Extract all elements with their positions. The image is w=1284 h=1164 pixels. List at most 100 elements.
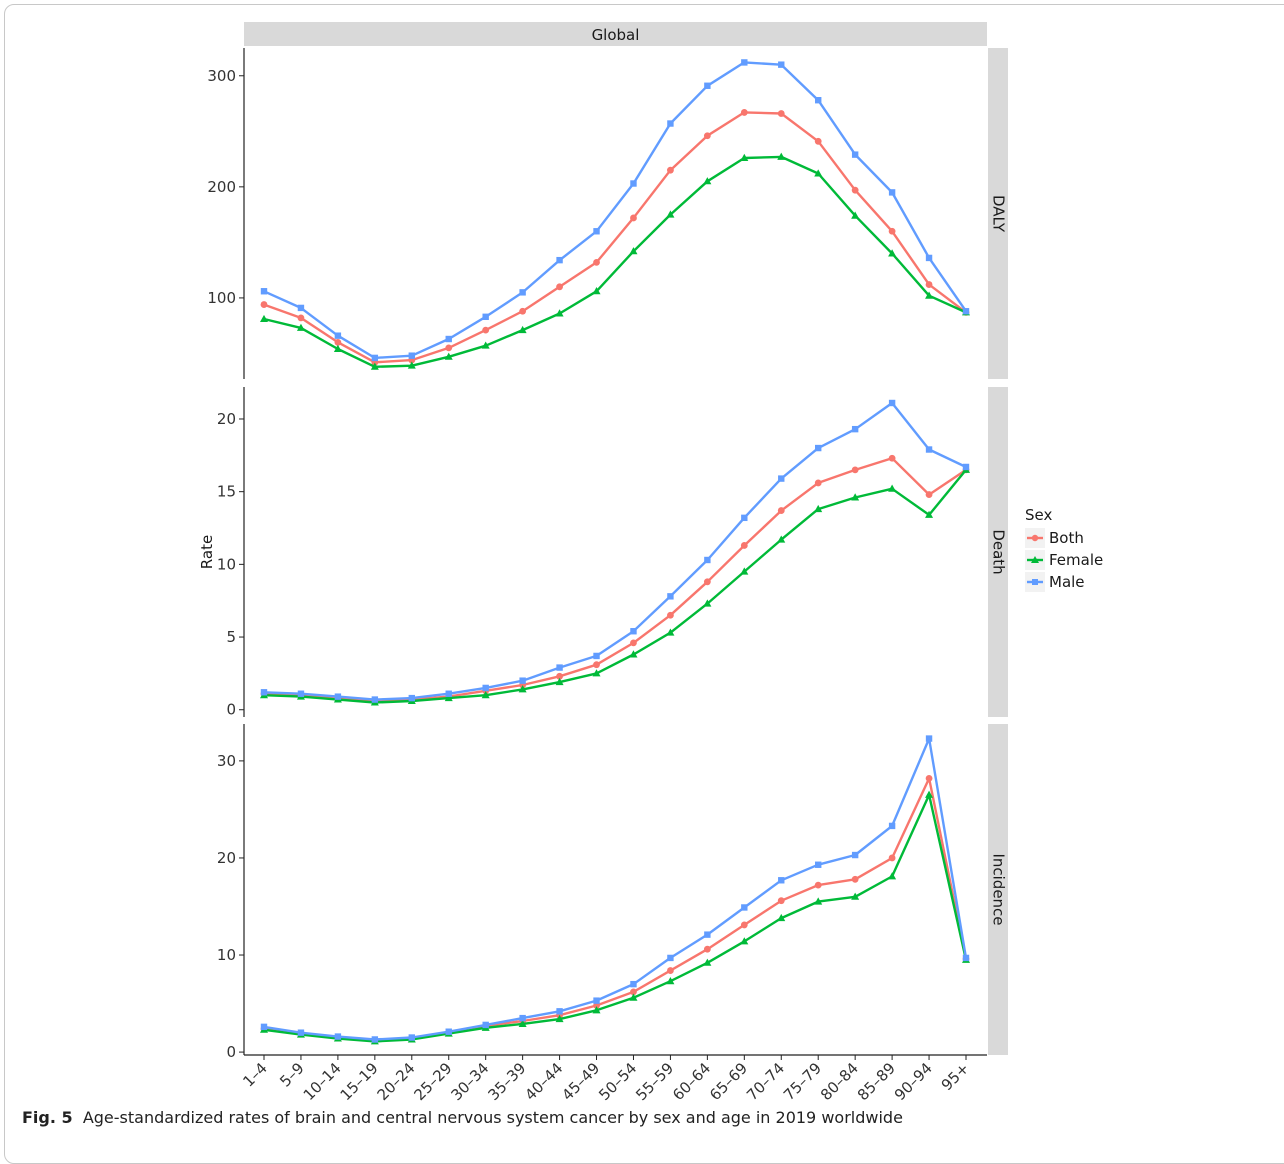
- point-female: [851, 211, 860, 219]
- point-male: [334, 332, 342, 339]
- point-female: [851, 493, 860, 501]
- point-male: [297, 1029, 305, 1036]
- point-male: [962, 954, 970, 962]
- caption-text: Age-standardized rates of brain and cent…: [82, 1108, 903, 1127]
- point-female: [851, 892, 860, 900]
- y-axis-title: Rate: [198, 535, 216, 569]
- series-line-both: [263, 777, 968, 1042]
- point-female: [777, 152, 786, 160]
- point-male: [334, 1033, 342, 1040]
- point-both: [888, 227, 896, 235]
- point-female: [925, 510, 934, 518]
- point-female: [592, 1006, 601, 1014]
- figure-caption: Fig. 5 Age-standardized rates of brain a…: [22, 1108, 903, 1127]
- point-female: [518, 1019, 527, 1027]
- chart-title: Global: [592, 26, 640, 44]
- point-male: [371, 696, 379, 703]
- point-male: [815, 861, 822, 868]
- point-both: [925, 774, 933, 782]
- point-female: [888, 484, 897, 492]
- point-both: [888, 454, 896, 462]
- point-both: [667, 611, 674, 619]
- x-tick-label: 95+: [938, 1059, 973, 1094]
- x-tick-label: 30–34: [447, 1059, 492, 1104]
- point-female: [592, 287, 601, 295]
- point-female: [814, 504, 823, 513]
- point-male: [482, 313, 489, 320]
- point-female: [888, 249, 897, 257]
- point-female: [629, 993, 638, 1001]
- point-both: [703, 945, 711, 953]
- point-male: [925, 735, 933, 742]
- legend-key-marker: [1031, 556, 1039, 563]
- point-male: [334, 693, 342, 700]
- point-female: [888, 872, 897, 880]
- point-male: [593, 652, 600, 660]
- point-male: [593, 228, 600, 235]
- point-female: [814, 897, 823, 905]
- point-female: [370, 362, 379, 370]
- point-both: [814, 137, 822, 145]
- point-both: [851, 875, 859, 883]
- point-female: [703, 599, 712, 607]
- chart: GlobalDALY100200300Death05101520Incidenc…: [198, 22, 1103, 1104]
- point-male: [741, 904, 748, 911]
- point-male: [630, 628, 637, 635]
- x-tick-label: 85–89: [854, 1059, 899, 1104]
- point-male: [408, 694, 415, 702]
- point-female: [777, 535, 786, 543]
- point-male: [297, 690, 305, 697]
- point-male: [851, 425, 859, 433]
- point-male: [778, 61, 785, 68]
- y-tick-label: 300: [207, 67, 236, 85]
- point-female: [481, 341, 490, 349]
- point-female: [296, 323, 305, 331]
- point-male: [778, 877, 785, 884]
- point-female: [555, 677, 564, 686]
- legend-title: Sex: [1025, 506, 1052, 524]
- point-male: [260, 288, 268, 295]
- legend-label: Both: [1049, 529, 1084, 547]
- point-both: [777, 897, 785, 905]
- y-tick-label: 0: [226, 701, 236, 719]
- panel-strip: [988, 724, 1008, 1055]
- series-line-male: [263, 61, 967, 360]
- point-female: [925, 291, 934, 299]
- point-male: [556, 256, 563, 264]
- series-line-both: [263, 111, 967, 364]
- point-both: [667, 967, 674, 974]
- point-male: [741, 514, 748, 522]
- point-female: [629, 247, 638, 255]
- point-female: [666, 210, 675, 218]
- point-male: [519, 1014, 526, 1022]
- point-male: [519, 677, 526, 684]
- panel-strip: [988, 387, 1008, 717]
- point-female: [260, 314, 268, 323]
- point-female: [518, 325, 527, 334]
- point-male: [260, 689, 268, 696]
- series-line-male: [263, 737, 968, 1041]
- y-tick-label: 30: [217, 752, 236, 770]
- point-both: [334, 338, 342, 346]
- point-both: [593, 258, 600, 266]
- point-both: [482, 326, 490, 334]
- x-tick-label: 80–84: [817, 1059, 862, 1104]
- point-female: [925, 790, 934, 798]
- point-male: [741, 59, 748, 66]
- point-both: [593, 661, 600, 669]
- point-both: [630, 214, 637, 222]
- series-line-male: [263, 401, 967, 701]
- point-both: [851, 466, 859, 474]
- point-female: [703, 958, 712, 966]
- point-female: [555, 309, 564, 317]
- y-tick-label: 20: [217, 410, 236, 428]
- y-tick-label: 20: [217, 849, 236, 867]
- point-male: [408, 1034, 415, 1041]
- x-tick-label: 50–54: [595, 1059, 640, 1104]
- y-tick-label: 100: [207, 289, 236, 307]
- point-both: [260, 301, 268, 308]
- point-both: [740, 109, 748, 116]
- x-tick-label: 90–94: [891, 1059, 936, 1104]
- point-male: [482, 684, 489, 692]
- point-male: [408, 352, 415, 359]
